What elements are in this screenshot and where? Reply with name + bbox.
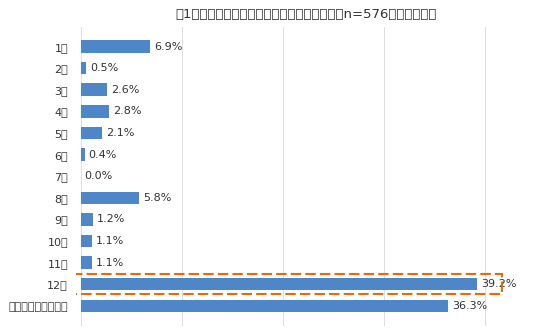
Text: 0.5%: 0.5% bbox=[90, 63, 118, 73]
Text: 1.1%: 1.1% bbox=[96, 236, 124, 246]
Bar bbox=[81, 40, 151, 53]
Text: 2.8%: 2.8% bbox=[113, 106, 141, 116]
Bar bbox=[81, 235, 92, 247]
Text: 1.1%: 1.1% bbox=[96, 258, 124, 268]
Text: 39.2%: 39.2% bbox=[481, 279, 517, 289]
Title: ＜1年のうち支出が多いはどの月ですか＞　（n=576、単数回答）: ＜1年のうち支出が多いはどの月ですか＞ （n=576、単数回答） bbox=[175, 8, 436, 21]
Bar bbox=[81, 213, 93, 226]
Text: 5.8%: 5.8% bbox=[143, 193, 172, 203]
Text: 1.2%: 1.2% bbox=[97, 214, 125, 224]
Text: 6.9%: 6.9% bbox=[154, 41, 183, 51]
Text: 2.6%: 2.6% bbox=[111, 85, 139, 95]
Bar bbox=[81, 148, 85, 161]
Bar bbox=[81, 191, 139, 204]
Bar bbox=[81, 127, 102, 139]
Text: 0.0%: 0.0% bbox=[85, 171, 113, 181]
Bar bbox=[81, 84, 107, 96]
Text: 2.1%: 2.1% bbox=[106, 128, 134, 138]
Text: 0.4%: 0.4% bbox=[89, 150, 117, 160]
Text: 36.3%: 36.3% bbox=[452, 301, 487, 311]
Bar bbox=[81, 278, 477, 291]
Bar bbox=[81, 300, 448, 312]
Bar bbox=[81, 256, 92, 269]
Bar bbox=[81, 105, 109, 118]
Bar bbox=[81, 62, 86, 74]
